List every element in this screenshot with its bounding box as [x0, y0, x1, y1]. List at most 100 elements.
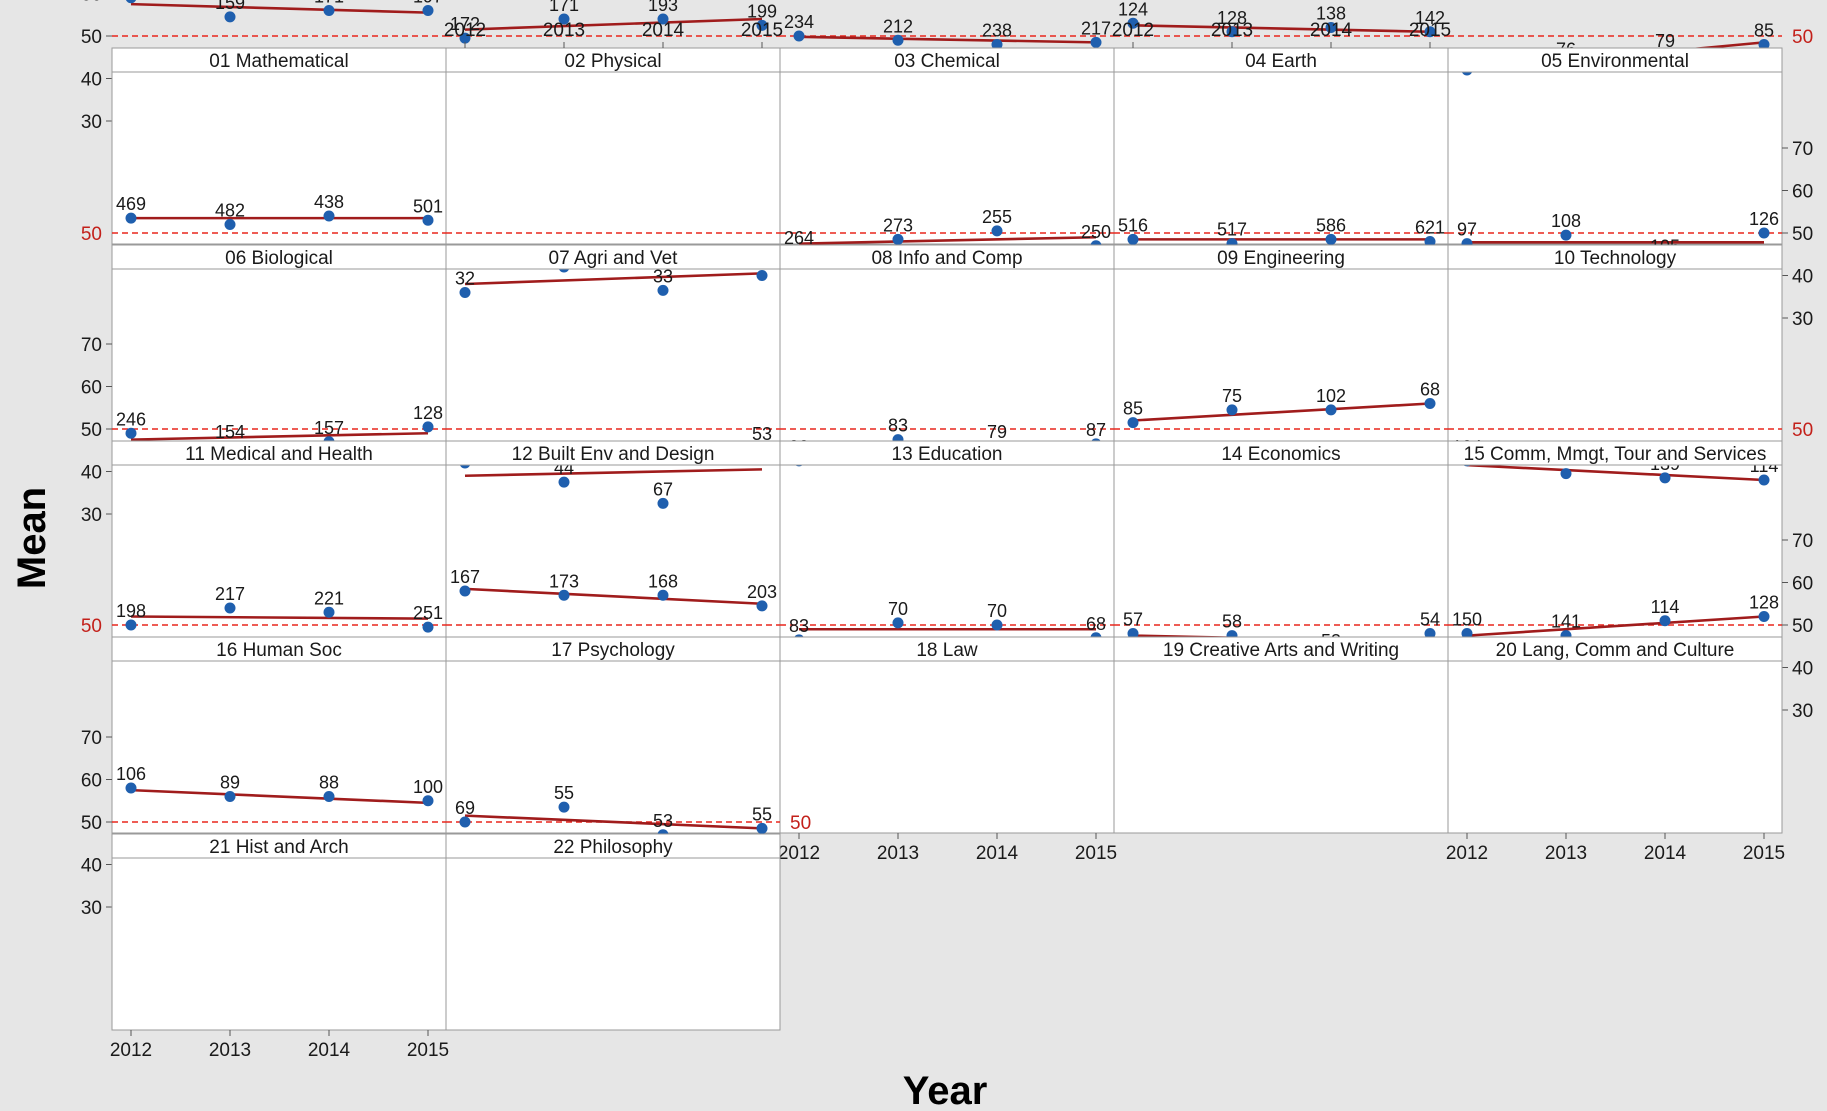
y-tick-label: 70 [1792, 139, 1813, 160]
data-point [125, 619, 137, 631]
count-label: 238 [982, 21, 1012, 41]
panel-5: 687679855005 Environmental [1447, 21, 1813, 245]
y-tick-label: 40 [81, 70, 102, 91]
count-label: 159 [215, 0, 245, 13]
trend-line [1466, 463, 1765, 482]
data-point [892, 34, 904, 46]
count-label: 54 [1420, 610, 1440, 630]
x-tick-label: 2015 [741, 20, 783, 41]
data-point [459, 816, 471, 828]
plot-area: 971081051263040506070 [1448, 139, 1813, 441]
data-point [657, 497, 669, 509]
panel-title: 08 Info and Comp [871, 248, 1022, 269]
plot-area: 124 128 138 142 [1114, 0, 1448, 244]
data-point [1127, 233, 1139, 245]
data-point [558, 13, 570, 25]
plot-background [1448, 72, 1782, 244]
panel-10: 97108105126304050607010 Technology [1447, 139, 1813, 442]
panel-border [1447, 47, 1783, 245]
count-label: 79 [1655, 31, 1675, 51]
x-tick-label: 2014 [976, 843, 1019, 864]
plot-background [446, 269, 780, 441]
data-point [657, 589, 669, 601]
panel-header [112, 834, 446, 858]
panel-21: 106 89 88 100 30 40 50 60 70 21 Hist and Arch 2012… [81, 728, 449, 1061]
x-tick-label: 2013 [1211, 20, 1253, 41]
x-tick-label: 2015 [1743, 843, 1785, 864]
panel-title: 03 Chemical [894, 51, 1000, 72]
count-label: 68 [1086, 614, 1106, 634]
panel-1: 162159171197304050607001 Mathematical [81, 0, 447, 245]
panel-header [112, 245, 446, 269]
count-label: 106 [116, 764, 146, 784]
panel-border [1447, 636, 1783, 834]
x-tick-label: 2015 [1409, 20, 1451, 41]
x-tick-label: 2012 [1446, 843, 1488, 864]
plot-area: 172 171 193 199 [446, 0, 780, 244]
trend-line [798, 235, 1097, 245]
x-tick-label: 2014 [308, 1040, 351, 1061]
panel-9: 516 517 586 621 09 Engineering [1113, 215, 1449, 442]
panel-7: 3235334907 Agri and Vet [445, 232, 781, 442]
count-label: 70 [888, 599, 908, 619]
plot-background [112, 72, 446, 244]
data-point [657, 284, 669, 296]
count-label: 246 [116, 409, 146, 429]
x-tick-label: 2012 [444, 20, 486, 41]
data-point [1226, 404, 1238, 416]
count-label: 32 [455, 269, 475, 289]
x-axis-title: Year [903, 1069, 988, 1111]
plot-area: 150 141 114 128 30 40 50 60 70 [1448, 531, 1813, 833]
data-point [991, 225, 1003, 237]
count-label: 33 [653, 266, 673, 286]
count-label: 150 [1452, 610, 1482, 630]
data-point [756, 270, 768, 281]
y-tick-label: 40 [81, 463, 102, 484]
plot-area: 234 212 238 217 [780, 12, 1114, 244]
x-tick-label: 2012 [110, 1040, 152, 1061]
x-tick-label: 2014 [1310, 20, 1353, 41]
count-label: 142 [1415, 8, 1445, 28]
data-point [1560, 229, 1572, 241]
count-label: 482 [215, 201, 245, 221]
count-label: 173 [549, 571, 579, 591]
data-point [793, 30, 805, 42]
panel-header [1114, 245, 1448, 269]
data-point [1758, 39, 1770, 50]
data-point [224, 791, 236, 802]
count-label: 79 [987, 422, 1007, 442]
data-point [224, 219, 236, 230]
data-point [756, 600, 768, 612]
count-label: 128 [413, 403, 443, 423]
count-label: 68 [1420, 380, 1440, 400]
x-tick-label: 2013 [1545, 843, 1587, 864]
trend-line [1132, 24, 1431, 34]
plot-background [112, 661, 446, 833]
data-point [224, 602, 236, 614]
y-tick-label: 70 [81, 728, 102, 749]
data-point [422, 421, 434, 433]
y-tick-label: 70 [1792, 531, 1813, 552]
plot-background [1448, 661, 1782, 833]
data-point [422, 214, 434, 226]
plot-area: 83 70 70 68 [780, 599, 1114, 833]
y-tick-label: 40 [1792, 267, 1813, 288]
data-point [125, 427, 137, 439]
panel-20: 150 141 114 128 30 40 50 60 70 20 Lang, Comm and … [1446, 531, 1813, 864]
count-label: 217 [1081, 18, 1111, 38]
trend-line [464, 272, 763, 286]
panel-header [1114, 48, 1448, 72]
y-tick-label: 60 [81, 0, 102, 6]
plot-background [780, 72, 1114, 244]
data-point [1325, 22, 1337, 33]
plot-background [112, 858, 446, 1030]
panel-title: 02 Physical [564, 51, 661, 72]
panel-header [780, 245, 1114, 269]
count-label: 197 [413, 0, 443, 7]
reference-label: 50 [790, 813, 811, 834]
trend-line [130, 431, 429, 441]
count-label: 171 [314, 0, 344, 7]
x-tick-label: 2014 [642, 20, 685, 41]
data-point [422, 795, 434, 807]
panel-header [112, 637, 446, 661]
